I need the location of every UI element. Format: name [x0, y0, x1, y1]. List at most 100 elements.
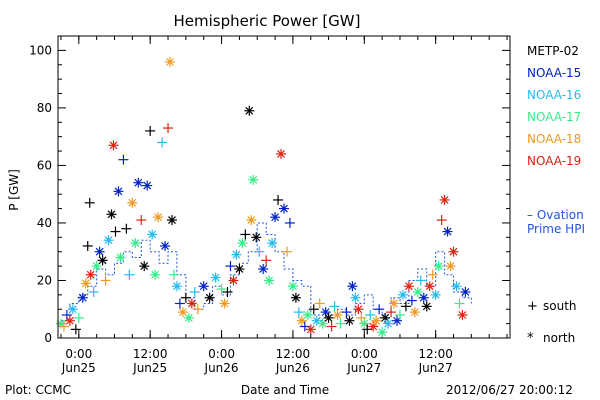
north-marker [165, 56, 176, 67]
north-marker [153, 212, 164, 223]
y-tick-label: 60 [37, 158, 52, 172]
north-marker [267, 238, 278, 249]
south-marker [58, 321, 69, 332]
south-marker [100, 275, 111, 286]
south-marker [145, 125, 156, 136]
north-marker [302, 309, 313, 320]
south-marker [436, 215, 447, 226]
south-marker [222, 286, 233, 297]
plot-frame [57, 35, 511, 339]
x-tick-label-time: 0:00 [351, 347, 378, 361]
north-marker [380, 312, 391, 323]
north-marker [251, 232, 262, 243]
north-marker [448, 246, 459, 257]
north-marker [412, 286, 423, 297]
north-marker [177, 307, 188, 318]
north-marker [258, 263, 269, 274]
south-marker [163, 123, 174, 134]
north-marker [80, 278, 91, 289]
south-marker [136, 215, 147, 226]
north-marker [418, 292, 429, 303]
south-marker [168, 269, 179, 280]
north-marker [305, 324, 316, 335]
x-tick-label-date: Jun26 [275, 361, 310, 375]
south-marker [240, 229, 251, 240]
south-marker [124, 269, 135, 280]
south-marker [374, 304, 385, 315]
north-marker [290, 292, 301, 303]
south-marker [254, 246, 265, 257]
north-marker [106, 209, 117, 220]
north-marker [350, 292, 361, 303]
y-tick-label: 0 [44, 331, 52, 345]
south-marker [88, 286, 99, 297]
south-marker [400, 301, 411, 312]
north-marker [231, 249, 242, 260]
north-marker [317, 318, 328, 329]
y-minor-ticks [58, 35, 510, 338]
north-marker [279, 203, 289, 214]
x-tick-label-date: Jun26 [204, 361, 239, 375]
footer-credit: Plot: CCMC [5, 383, 71, 397]
north-marker [64, 315, 75, 326]
north-marker [276, 148, 287, 159]
south-marker [157, 137, 168, 148]
legend-entry: NOAA-18 [527, 132, 581, 146]
legend-marker-glyph: * [527, 331, 534, 346]
south-marker [365, 309, 376, 320]
south-marker [216, 284, 227, 295]
north-marker [97, 255, 108, 266]
ovation-hpi-series [61, 222, 472, 322]
north-marker [460, 286, 471, 297]
south-marker [293, 307, 304, 318]
north-marker [237, 238, 248, 249]
south-marker [225, 261, 236, 272]
x-tick-label-time: 12:00 [133, 347, 168, 361]
south-marker [326, 321, 337, 332]
legend-ovation-line1: – Ovation [527, 208, 584, 222]
legend-entry: METP-02 [527, 44, 579, 58]
x-tick-label-date: Jun27 [418, 361, 453, 375]
south-marker [118, 154, 129, 165]
legend-entry: NOAA-15 [527, 66, 581, 80]
north-marker [103, 235, 114, 246]
north-marker [228, 275, 239, 286]
legend-marker-label: north [543, 331, 575, 345]
y-axis-label: P [GW] [7, 169, 21, 211]
north-marker [421, 301, 432, 312]
north-marker [320, 307, 331, 318]
south-marker [273, 194, 284, 205]
north-marker [248, 174, 259, 185]
north-marker [91, 261, 102, 272]
data-points [55, 56, 471, 338]
north-marker [371, 315, 382, 326]
south-marker [394, 309, 405, 320]
north-marker [198, 281, 209, 292]
legend-marker-label: south [543, 299, 577, 313]
north-marker [323, 312, 334, 323]
north-marker [377, 327, 388, 338]
y-tick-label: 80 [37, 101, 52, 115]
x-tick-label-date: Jun25 [61, 361, 96, 375]
south-marker [180, 292, 191, 303]
north-marker [287, 281, 298, 292]
north-marker [397, 289, 408, 300]
north-marker [127, 197, 138, 208]
north-marker [433, 261, 444, 272]
south-marker [281, 246, 292, 257]
x-tick-label-date: Jun25 [132, 361, 167, 375]
north-marker [85, 269, 96, 280]
north-marker [183, 312, 194, 323]
x-tick-label-time: 12:00 [276, 347, 311, 361]
ovation-hpi-line [61, 222, 472, 322]
x-tick-label-time: 0:00 [65, 347, 92, 361]
south-marker [427, 269, 438, 280]
north-marker [186, 298, 197, 309]
north-marker [445, 261, 456, 272]
south-marker [189, 286, 200, 297]
x-tick-label-time: 12:00 [418, 347, 453, 361]
north-marker [234, 263, 245, 274]
south-marker [406, 295, 417, 306]
north-marker [430, 289, 441, 300]
